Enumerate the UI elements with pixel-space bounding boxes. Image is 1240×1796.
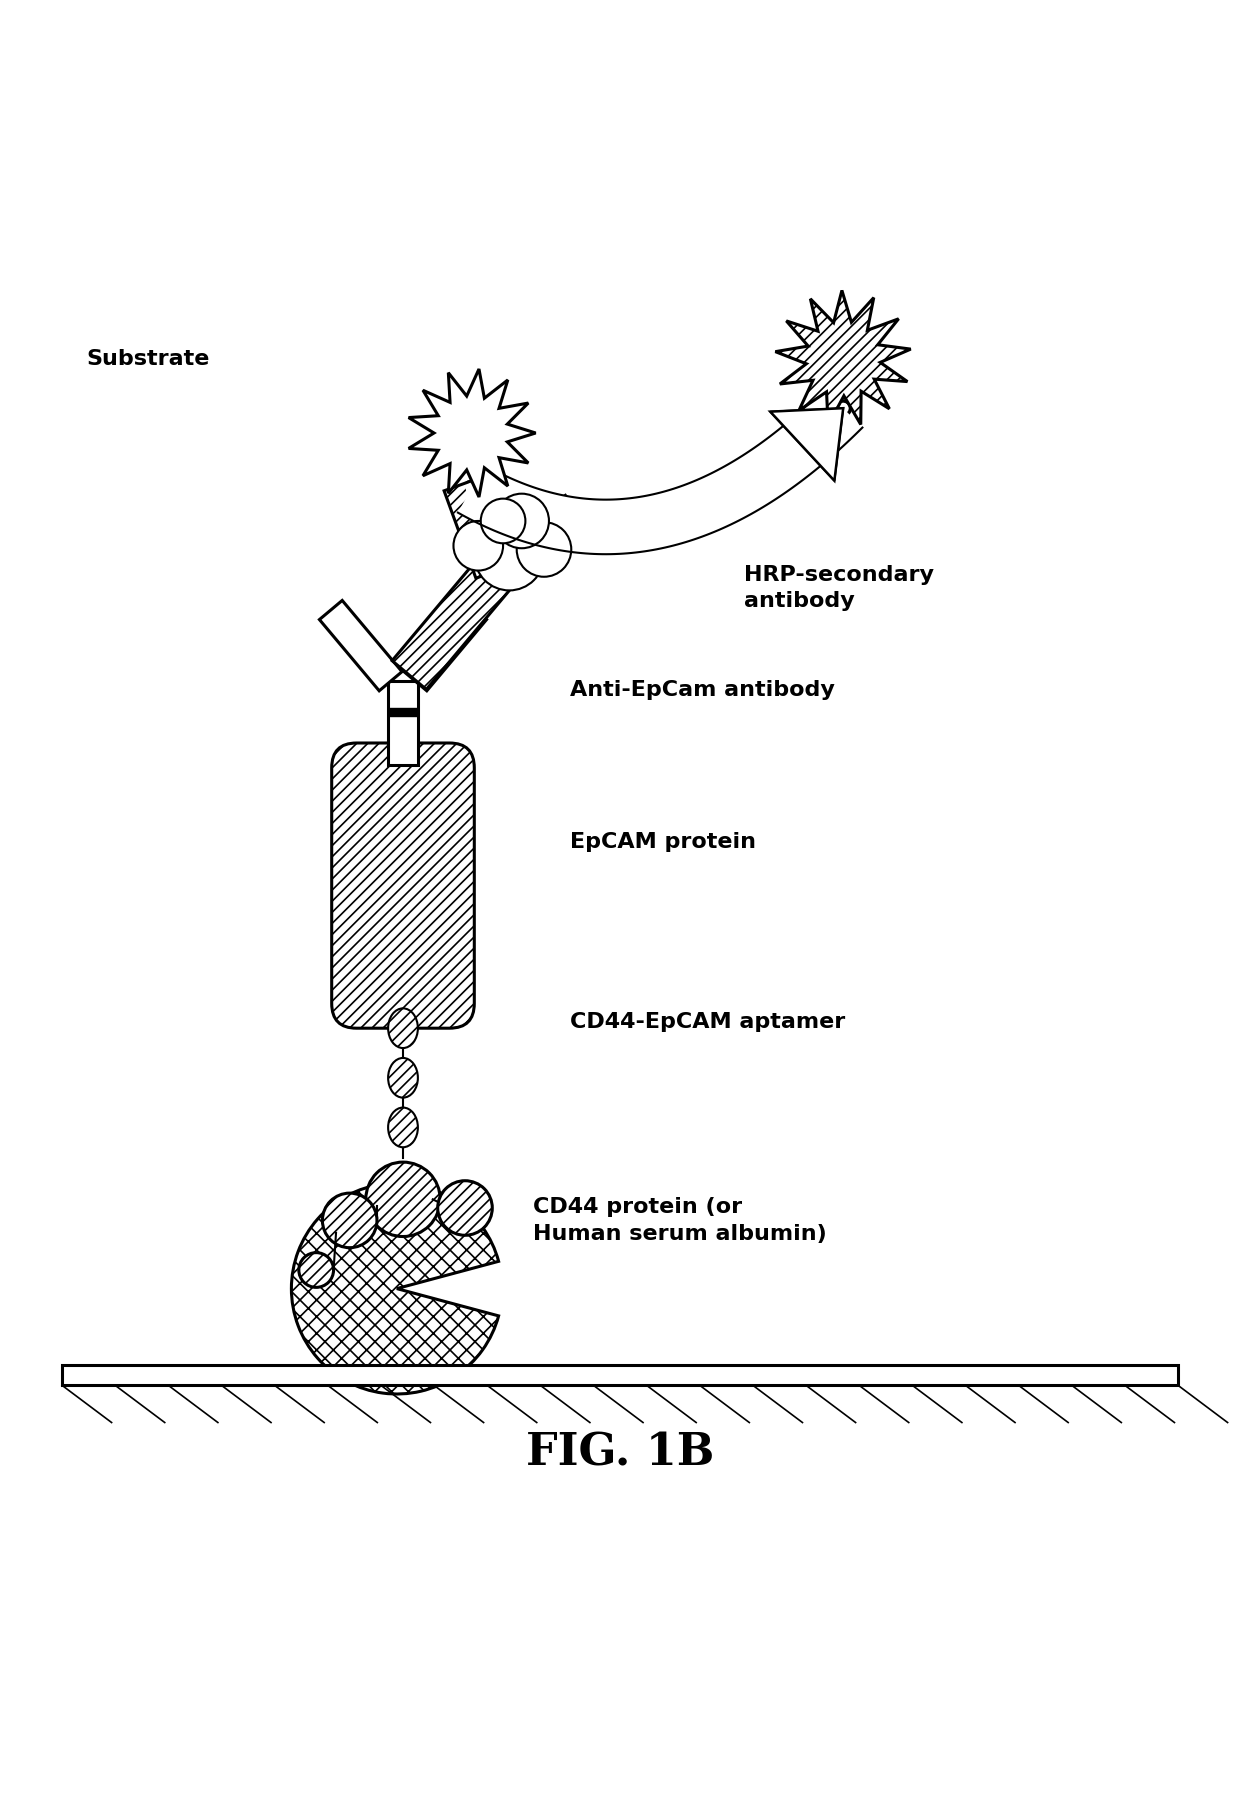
Text: CD44-EpCAM aptamer: CD44-EpCAM aptamer [570, 1011, 846, 1033]
Circle shape [322, 1193, 377, 1248]
Polygon shape [458, 388, 862, 555]
Polygon shape [392, 557, 513, 690]
Polygon shape [444, 476, 518, 578]
Circle shape [495, 494, 549, 548]
Polygon shape [770, 408, 843, 481]
Circle shape [481, 499, 526, 542]
FancyBboxPatch shape [332, 744, 474, 1027]
Wedge shape [291, 1184, 498, 1394]
Circle shape [475, 521, 544, 591]
Polygon shape [484, 496, 591, 589]
Circle shape [517, 523, 572, 577]
Polygon shape [404, 600, 486, 691]
Text: EpCAM protein: EpCAM protein [570, 832, 756, 851]
Circle shape [438, 1180, 492, 1236]
Bar [62, 1365, 1178, 1385]
Ellipse shape [388, 1008, 418, 1049]
Circle shape [366, 1162, 440, 1236]
Bar [388, 708, 418, 717]
Ellipse shape [388, 1108, 418, 1148]
Polygon shape [320, 600, 402, 691]
Polygon shape [770, 408, 843, 481]
Ellipse shape [388, 1058, 418, 1097]
Text: HRP-secondary
antibody: HRP-secondary antibody [744, 564, 934, 611]
Text: Anti-EpCam antibody: Anti-EpCam antibody [570, 679, 836, 700]
Text: CD44 protein (or
Human serum albumin): CD44 protein (or Human serum albumin) [533, 1198, 827, 1243]
Circle shape [299, 1252, 334, 1288]
Polygon shape [775, 291, 910, 426]
Circle shape [454, 521, 503, 571]
Text: Substrate: Substrate [87, 348, 210, 368]
Bar [388, 681, 418, 765]
Polygon shape [409, 368, 536, 497]
Text: FIG. 1B: FIG. 1B [526, 1431, 714, 1475]
